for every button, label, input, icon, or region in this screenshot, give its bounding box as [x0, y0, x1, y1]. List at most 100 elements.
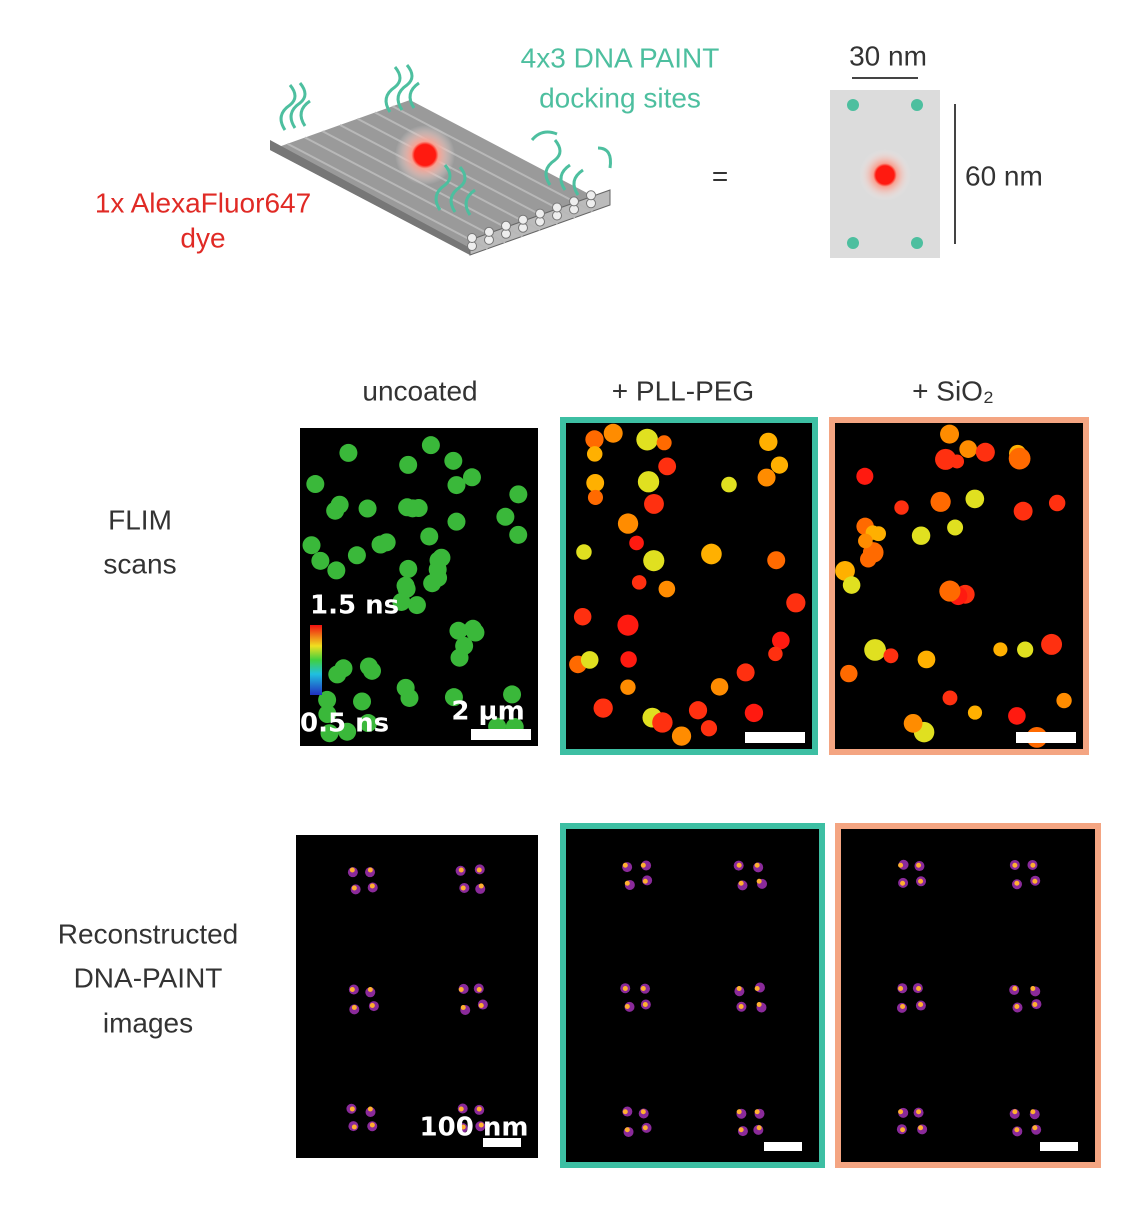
spot — [858, 533, 873, 549]
spot — [447, 512, 466, 531]
spot — [767, 551, 786, 570]
spot — [652, 712, 673, 733]
localization — [478, 883, 484, 889]
spot — [842, 576, 861, 594]
spot — [856, 467, 874, 485]
spot — [759, 432, 778, 452]
localization — [624, 880, 630, 886]
spot — [392, 592, 411, 611]
spot — [965, 489, 985, 509]
spot — [447, 476, 466, 495]
origami-side — [270, 140, 470, 255]
localization — [736, 986, 742, 991]
stripe — [357, 117, 558, 225]
column-label: + SiO₂ — [912, 375, 994, 406]
spot — [509, 485, 528, 504]
localization — [1014, 880, 1020, 886]
spot — [786, 593, 806, 613]
spot — [347, 546, 366, 565]
spot — [327, 561, 346, 580]
scale-bar-label: 2 µm — [451, 697, 524, 727]
dye — [395, 125, 455, 185]
localization — [738, 880, 744, 886]
site — [911, 99, 923, 111]
spot — [320, 724, 339, 743]
panels — [296, 417, 1101, 1168]
flim-image — [300, 428, 538, 746]
spot — [947, 519, 964, 536]
stripe — [374, 111, 576, 219]
spot — [399, 559, 418, 578]
column-label: uncoated — [362, 375, 477, 406]
spot — [573, 607, 592, 626]
localization — [754, 1109, 760, 1115]
spot — [455, 636, 474, 655]
helix — [518, 214, 528, 225]
spot — [603, 423, 623, 443]
spot — [942, 690, 958, 706]
spot — [620, 679, 636, 695]
spot — [318, 690, 337, 709]
localization — [640, 862, 646, 868]
helix — [467, 233, 477, 243]
spot — [358, 499, 377, 518]
localization — [640, 986, 646, 991]
origami-stripes — [287, 105, 596, 251]
localization — [351, 1124, 357, 1130]
spot — [330, 495, 349, 514]
spot — [1017, 641, 1034, 658]
spot — [449, 621, 468, 640]
spot — [835, 560, 855, 581]
localization — [918, 878, 924, 884]
helix — [552, 202, 562, 213]
spot — [721, 476, 737, 493]
docking-label: docking sites — [539, 82, 701, 113]
localization — [736, 1109, 742, 1115]
localization — [458, 987, 464, 992]
spot — [420, 527, 439, 546]
spot — [959, 440, 978, 458]
localization — [1012, 862, 1018, 868]
row-label: scans — [103, 548, 176, 579]
spot — [400, 688, 419, 707]
colorbar-min: 0.5 ns — [300, 709, 389, 739]
spot — [859, 550, 877, 568]
localization — [1014, 1127, 1020, 1133]
spot — [339, 443, 358, 462]
localization — [738, 1004, 744, 1009]
spot — [353, 692, 372, 711]
localization — [898, 862, 904, 868]
localization — [900, 1004, 906, 1009]
localization — [1030, 1109, 1036, 1115]
row-label: FLIM — [108, 504, 172, 535]
spot — [620, 651, 637, 668]
spot — [580, 651, 599, 669]
spot — [617, 513, 639, 534]
spot — [770, 456, 789, 474]
spot — [967, 705, 983, 720]
localization — [622, 862, 628, 868]
spot — [658, 457, 677, 476]
spot — [1048, 494, 1066, 512]
localization — [1030, 862, 1036, 868]
localization — [460, 1124, 466, 1130]
localization — [642, 1125, 648, 1131]
row-label: DNA-PAINT — [74, 962, 223, 993]
paint-image — [296, 835, 538, 1158]
localization — [898, 1109, 904, 1115]
spot — [768, 646, 783, 662]
spot — [311, 551, 330, 570]
dye-label: dye — [180, 222, 225, 253]
paint-image — [566, 829, 819, 1162]
scale-bar — [483, 1138, 521, 1147]
spot — [736, 663, 755, 682]
spot — [302, 536, 321, 555]
spot — [371, 535, 390, 554]
spot — [644, 493, 664, 514]
spot — [1008, 447, 1031, 470]
spot — [643, 550, 665, 572]
spot — [700, 720, 718, 737]
spot — [671, 726, 692, 746]
spot — [429, 568, 448, 587]
spot — [629, 535, 644, 551]
